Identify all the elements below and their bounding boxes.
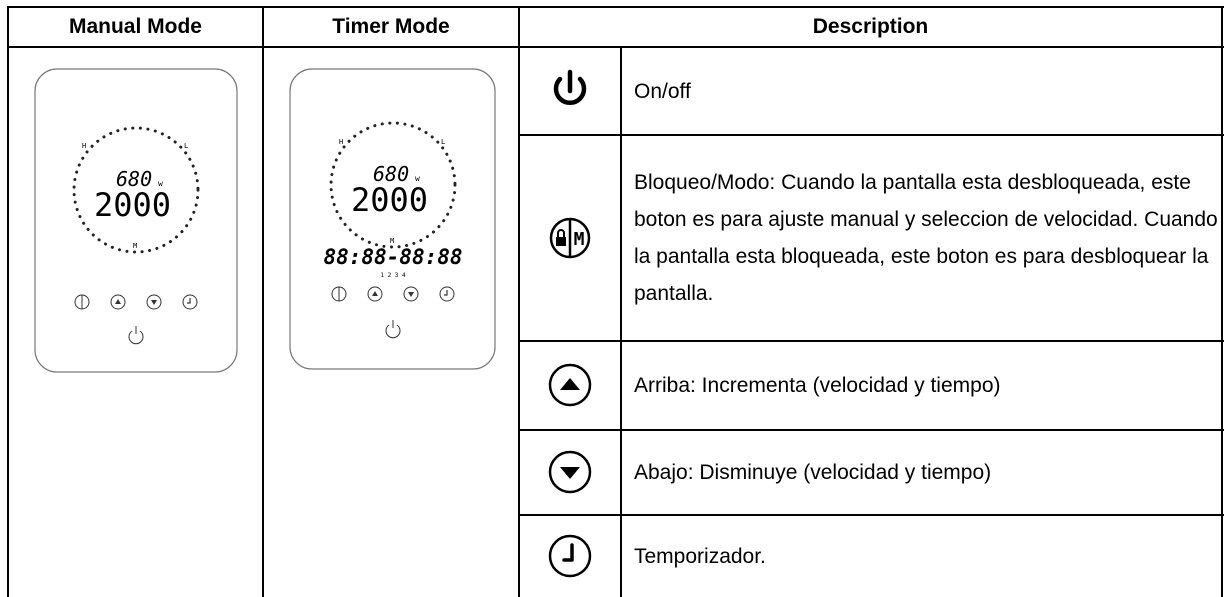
rule [7,6,9,597]
speed-display: 2000 [351,181,428,219]
power-display: 680 [373,162,409,186]
timer-panel: H L M 680 w 2000 88:88-88:88 1 2 3 4 [289,68,496,370]
timer-icon [548,534,592,578]
column-header: Manual Mode [68,15,202,38]
description: Abajo: Disminuye (velocidad y tiempo) [634,461,992,484]
up-icon [548,363,592,407]
level-label: H [339,138,343,146]
lock-mode-icon: M [549,217,591,259]
rule [519,514,1224,516]
unit: w [158,179,163,188]
description: On/off [634,79,691,103]
rule [519,340,1224,342]
icon-text: M [574,229,585,250]
level-label: M [133,242,137,250]
level-label: M [390,237,394,245]
rule [7,46,1224,48]
description: Arriba: Incrementa (velocidad y tiempo) [634,374,1001,397]
column-header: Description [812,15,929,38]
slot-labels: 1 2 3 4 [380,272,406,279]
power-display: 680 [116,167,152,191]
level-label: L [441,138,445,146]
speed-display: 2000 [94,186,171,224]
rule [519,134,1224,136]
rule [7,6,1224,8]
power-icon [553,69,587,106]
timer-display: 88:88-88:88 [323,245,462,269]
down-icon [548,450,592,494]
description: Temporizador. [634,545,766,568]
level-label: H [82,142,86,150]
column-header: Timer Mode [332,15,450,38]
unit: w [415,174,420,183]
rule [519,429,1224,431]
rule [1221,6,1223,597]
description: Bloqueo/Modo: Cuando la pantalla esta de… [634,171,1218,305]
rule [518,6,520,597]
rule [262,6,264,597]
rule [620,46,622,597]
manual-panel: H L M 680 w 2000 [34,68,238,373]
level-label: L [184,142,188,150]
